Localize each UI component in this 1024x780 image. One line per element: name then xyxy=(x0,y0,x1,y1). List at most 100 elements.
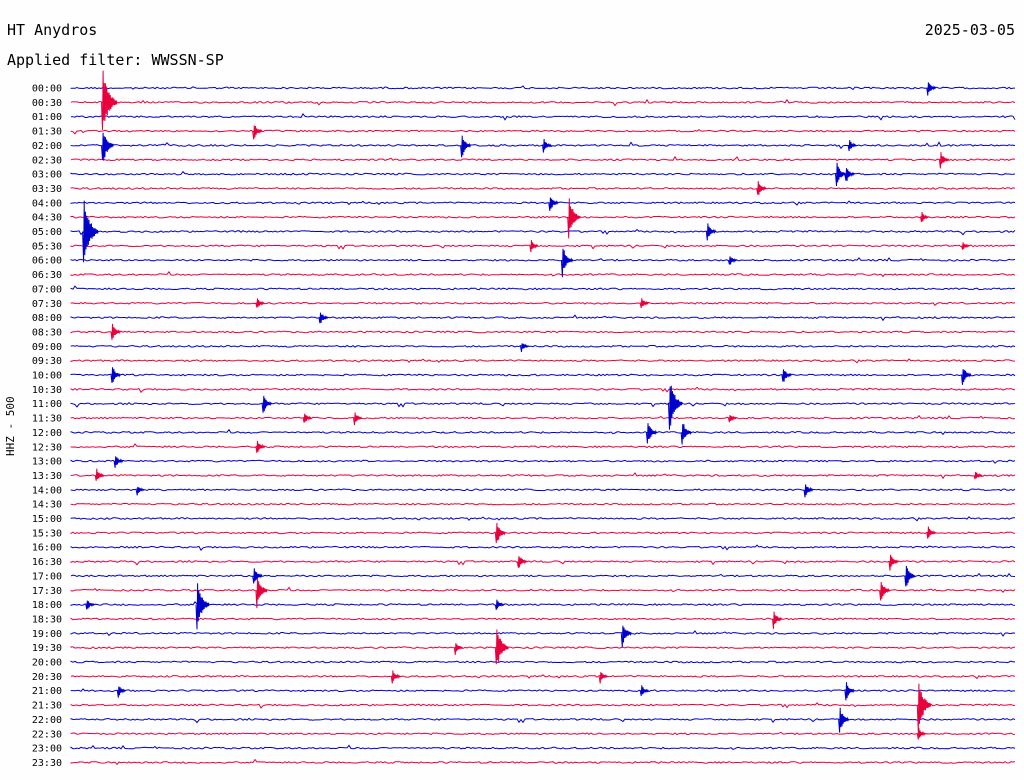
row-label: 12:00 xyxy=(32,428,62,439)
event-spike xyxy=(961,369,972,385)
row-label: 01:00 xyxy=(32,112,62,123)
row-label: 11:00 xyxy=(32,399,62,410)
event-spike xyxy=(961,242,971,250)
event-spike xyxy=(110,323,121,340)
event-spike xyxy=(668,385,683,430)
row-label: 00:30 xyxy=(32,98,62,109)
trace-row xyxy=(70,215,1016,219)
trace-row xyxy=(70,660,1015,664)
event-spike xyxy=(548,197,559,211)
event-spike xyxy=(494,522,506,544)
event-spike xyxy=(844,682,855,701)
row-label: 10:00 xyxy=(32,371,62,382)
trace-row xyxy=(70,674,1016,680)
trace-row xyxy=(70,244,1016,250)
event-spike xyxy=(353,412,363,426)
event-spike xyxy=(598,672,608,684)
event-spike xyxy=(255,579,268,609)
event-spike xyxy=(639,685,649,696)
event-spike xyxy=(904,565,916,587)
event-spike xyxy=(705,223,717,241)
trace-row xyxy=(70,646,1016,650)
event-spike xyxy=(567,198,581,239)
event-spike xyxy=(680,424,692,445)
event-spike xyxy=(82,200,99,263)
event-spike xyxy=(85,600,95,610)
row-label: 13:30 xyxy=(32,471,62,482)
event-spike xyxy=(494,629,509,665)
event-spike xyxy=(620,625,632,648)
row-label: 19:00 xyxy=(32,629,62,640)
row-label: 03:00 xyxy=(32,170,62,181)
row-label: 21:30 xyxy=(32,701,62,712)
trace-row xyxy=(71,113,1016,121)
event-spike xyxy=(255,440,266,453)
trace-row xyxy=(70,285,1016,291)
event-spike xyxy=(772,611,783,629)
trace-row xyxy=(70,459,1016,464)
event-spike xyxy=(973,472,983,480)
row-label: 08:30 xyxy=(32,327,62,338)
event-spike xyxy=(803,484,814,498)
trace-row xyxy=(70,443,1016,449)
trace-row xyxy=(70,373,1016,377)
event-spike xyxy=(520,343,530,352)
event-spike xyxy=(542,138,552,153)
trace-row xyxy=(70,141,1016,150)
row-label: 10:30 xyxy=(32,385,62,396)
event-spike xyxy=(888,554,899,571)
event-spike xyxy=(756,181,767,195)
row-label: 09:00 xyxy=(32,342,62,353)
station-name: HT Anydros xyxy=(7,21,98,39)
row-label: 16:30 xyxy=(32,557,62,568)
row-label: 05:30 xyxy=(32,241,62,252)
event-spike xyxy=(101,132,114,161)
row-label: 12:30 xyxy=(32,442,62,453)
trace-row xyxy=(70,516,1016,522)
event-spike xyxy=(645,423,657,444)
row-label: 15:30 xyxy=(32,528,62,539)
event-spike xyxy=(261,395,272,413)
row-label: 07:30 xyxy=(32,299,62,310)
event-spike xyxy=(938,152,950,169)
event-spike xyxy=(926,526,937,539)
event-spike xyxy=(920,211,930,223)
row-label: 21:00 xyxy=(32,686,62,697)
trace-row xyxy=(70,731,1016,736)
trace-row xyxy=(70,270,1016,278)
row-label: 01:30 xyxy=(32,127,62,138)
row-label: 22:00 xyxy=(32,715,62,726)
row-label: 18:00 xyxy=(32,600,62,611)
trace-row xyxy=(70,531,1016,535)
event-spike xyxy=(252,125,263,140)
trace-row xyxy=(70,314,1016,322)
record-date: 2025-03-05 xyxy=(924,21,1015,39)
row-label: 11:30 xyxy=(32,414,62,425)
trace-row xyxy=(70,187,1016,190)
event-spike xyxy=(844,168,855,181)
row-label: 20:30 xyxy=(32,672,62,683)
event-spike xyxy=(879,581,891,601)
filter-label: Applied filter: WWSSN-SP xyxy=(7,51,224,69)
trace-row xyxy=(70,600,1016,607)
row-label: 00:00 xyxy=(32,84,62,95)
row-label: 20:00 xyxy=(32,658,62,669)
trace-row xyxy=(70,301,1016,307)
event-spike xyxy=(560,248,574,278)
event-spike xyxy=(110,367,121,383)
event-spike xyxy=(916,683,932,733)
event-spike xyxy=(494,599,504,610)
trace-row xyxy=(70,544,1016,551)
row-labels: 00:00 00:30 01:00 01:30 02:00 02:30 03:00 03:30… xyxy=(32,84,62,769)
trace-row xyxy=(70,414,1015,420)
event-spike xyxy=(318,312,329,324)
row-label: 15:00 xyxy=(32,514,62,525)
trace-row xyxy=(70,744,1016,750)
row-label: 16:00 xyxy=(32,543,62,554)
event-spike xyxy=(838,707,850,733)
trace-row xyxy=(70,502,1016,506)
row-label: 17:00 xyxy=(32,571,62,582)
trace-row xyxy=(70,688,1015,693)
trace-row xyxy=(70,702,1016,709)
